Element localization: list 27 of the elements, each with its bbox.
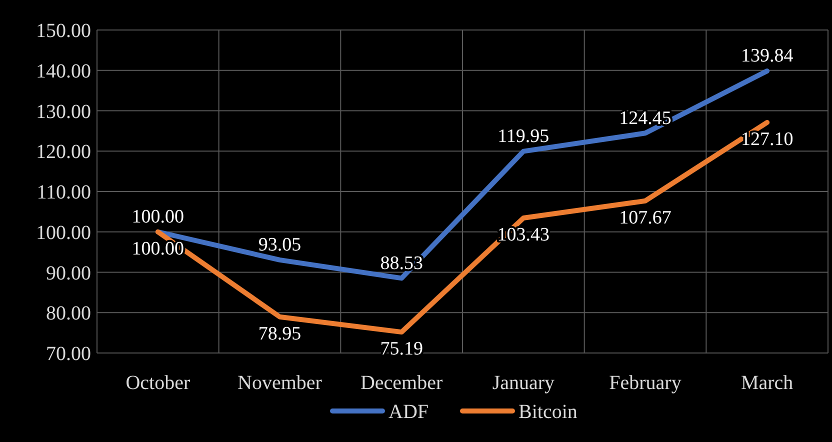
y-tick-label: 140.00 <box>36 60 91 82</box>
y-tick-label: 100.00 <box>36 222 91 244</box>
data-label: 124.45 <box>619 108 672 129</box>
x-tick-label: October <box>126 372 190 394</box>
data-label: 100.00 <box>132 206 184 228</box>
legend-label: Bitcoin <box>518 401 578 423</box>
y-tick-label: 70.00 <box>46 343 91 365</box>
y-tick-label: 130.00 <box>36 100 91 123</box>
data-label: 119.95 <box>498 126 550 147</box>
data-label: 107.67 <box>619 208 672 229</box>
x-tick-label: January <box>492 372 555 394</box>
y-tick-label: 110.00 <box>36 182 91 204</box>
data-label: 139.84 <box>740 46 794 67</box>
y-tick-label: 120.00 <box>36 141 91 164</box>
legend-label: ADF <box>388 401 429 423</box>
y-tick-label: 90.00 <box>46 262 91 284</box>
data-label: 93.05 <box>258 234 302 256</box>
data-label: 127.10 <box>740 129 794 150</box>
data-label: 100.00 <box>132 238 184 260</box>
data-label: 75.19 <box>380 338 423 360</box>
data-label: 78.95 <box>258 324 302 345</box>
x-tick-label: March <box>740 372 794 394</box>
x-tick-label: November <box>238 372 322 394</box>
x-tick-label: February <box>609 372 682 394</box>
y-tick-label: 80.00 <box>46 302 91 325</box>
y-tick-label: 150.00 <box>36 20 91 42</box>
x-tick-label: December <box>360 372 444 394</box>
